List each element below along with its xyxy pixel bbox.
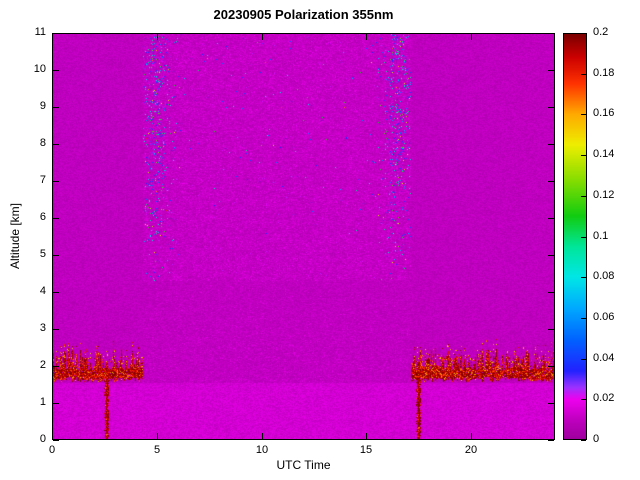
colorbar-tick-label: 0.04: [593, 352, 615, 364]
y-tick-label: 10: [33, 63, 46, 75]
x-tick: [471, 433, 472, 439]
y-tick-label: 3: [39, 322, 46, 334]
y-axis-label: Altitude [km]: [8, 202, 22, 270]
y-tick: [53, 440, 59, 441]
colorbar-tick: [581, 74, 586, 75]
y-tick: [53, 366, 59, 367]
y-tick-right: [548, 366, 554, 367]
y-tick-label: 6: [39, 211, 46, 223]
y-tick: [53, 144, 59, 145]
x-tick-top: [52, 34, 53, 40]
y-tick: [53, 329, 59, 330]
y-tick: [53, 255, 59, 256]
colorbar-tick-label: 0.1: [593, 230, 609, 242]
y-tick-label: 7: [39, 174, 46, 186]
y-tick: [53, 70, 59, 71]
y-tick-label: 8: [39, 137, 46, 149]
y-tick: [53, 181, 59, 182]
x-tick-label: 0: [48, 444, 56, 456]
x-tick: [366, 433, 367, 439]
colorbar-tick-label: 0: [593, 433, 600, 445]
colorbar-tick-label: 0.02: [593, 392, 615, 404]
x-tick: [262, 433, 263, 439]
colorbar-tick-label: 0.08: [593, 270, 615, 282]
y-tick-right: [548, 292, 554, 293]
y-tick-label: 5: [39, 248, 46, 260]
x-tick-top: [366, 34, 367, 40]
colorbar-tick: [581, 318, 586, 319]
x-tick-label: 5: [153, 444, 161, 456]
colorbar-tick-label: 0.06: [593, 311, 615, 323]
colorbar-tick-label: 0.14: [593, 148, 615, 160]
y-tick-label: 4: [39, 285, 46, 297]
x-tick-label: 10: [255, 444, 269, 456]
y-tick: [53, 218, 59, 219]
y-tick-right: [548, 218, 554, 219]
colorbar-tick: [581, 33, 586, 34]
colorbar-tick-label: 0.16: [593, 107, 615, 119]
colorbar-tick-label: 0.18: [593, 67, 615, 79]
y-tick-right: [548, 70, 554, 71]
heatmap-canvas: [52, 33, 555, 440]
y-tick-right: [548, 440, 554, 441]
x-axis-label: UTC Time: [276, 458, 331, 472]
colorbar-tick-label: 0.12: [593, 189, 615, 201]
y-tick: [53, 292, 59, 293]
colorbar-tick: [581, 440, 586, 441]
x-tick: [52, 433, 53, 439]
chart-title: 20230905 Polarization 355nm: [213, 7, 394, 22]
colorbar-tick: [581, 196, 586, 197]
y-tick-right: [548, 107, 554, 108]
y-tick-label: 9: [39, 100, 46, 112]
y-tick-label: 0: [39, 433, 46, 445]
y-tick: [53, 33, 59, 34]
x-tick-top: [157, 34, 158, 40]
y-tick-right: [548, 255, 554, 256]
colorbar-tick: [581, 114, 586, 115]
colorbar-tick-label: 0.2: [593, 26, 609, 38]
colorbar-tick: [581, 277, 586, 278]
colorbar-tick: [581, 155, 586, 156]
colorbar-tick: [581, 237, 586, 238]
x-tick-label: 15: [359, 444, 373, 456]
colorbar-canvas: [563, 33, 587, 440]
y-tick-right: [548, 181, 554, 182]
x-tick-top: [262, 34, 263, 40]
x-tick-top: [471, 34, 472, 40]
colorbar-tick: [581, 359, 586, 360]
y-tick-right: [548, 403, 554, 404]
y-tick-label: 1: [39, 396, 46, 408]
y-tick-label: 2: [39, 359, 46, 371]
y-tick-label: 11: [34, 26, 46, 38]
y-tick-right: [548, 329, 554, 330]
y-tick-right: [548, 33, 554, 34]
y-tick-right: [548, 144, 554, 145]
y-tick: [53, 403, 59, 404]
x-tick-label: 20: [464, 444, 478, 456]
colorbar-tick: [581, 399, 586, 400]
x-tick: [157, 433, 158, 439]
y-tick: [53, 107, 59, 108]
